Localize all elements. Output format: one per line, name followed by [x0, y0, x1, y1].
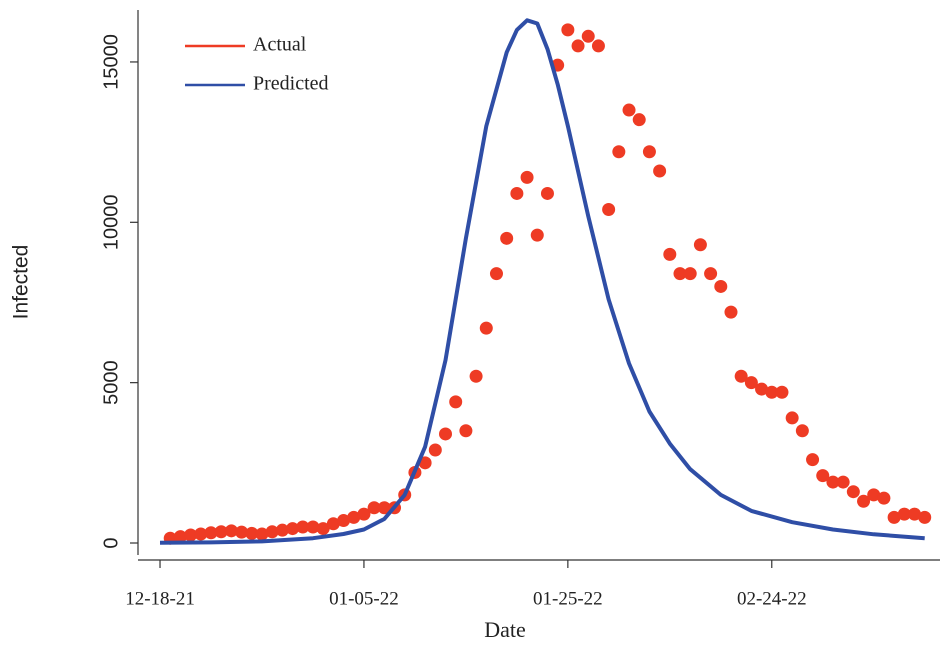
data-point [520, 170, 534, 184]
data-point [306, 520, 320, 534]
data-point [479, 321, 493, 335]
data-point [663, 247, 677, 261]
data-point [897, 507, 911, 521]
data-point [734, 369, 748, 383]
data-point [418, 456, 432, 470]
data-point [795, 424, 809, 438]
data-point [857, 494, 871, 508]
data-point [337, 514, 351, 528]
data-point [326, 517, 340, 531]
data-point [489, 267, 503, 281]
data-point [255, 527, 269, 541]
data-point [449, 395, 463, 409]
legend-label: Predicted [253, 73, 329, 95]
data-point [194, 527, 208, 541]
data-point [296, 520, 310, 534]
data-point [836, 475, 850, 489]
data-point [367, 501, 381, 515]
data-point [877, 491, 891, 505]
data-point [602, 202, 616, 216]
data-point [245, 526, 259, 540]
data-point [275, 523, 289, 537]
data-point [673, 267, 687, 281]
x-tick-label: 01-25-22 [533, 588, 603, 609]
data-point [500, 231, 514, 245]
data-point [887, 510, 901, 524]
data-point [204, 526, 218, 540]
y-tick-label: 5000 [100, 360, 122, 405]
data-point [316, 522, 330, 536]
data-point [235, 525, 249, 539]
data-point [286, 522, 300, 536]
data-point [530, 228, 544, 242]
x-tick-label: 12-18-21 [125, 588, 195, 609]
data-line [159, 18, 925, 545]
data-point [612, 145, 626, 159]
data-point [765, 385, 779, 399]
x-axis-title: Date [484, 617, 526, 642]
data-point [224, 524, 238, 538]
y-axis-title: Infected [10, 245, 33, 320]
data-point [622, 103, 636, 117]
data-point [642, 145, 656, 159]
data-point [683, 267, 697, 281]
data-point [591, 39, 605, 53]
y-tick-label: 0 [100, 537, 122, 548]
data-point [469, 369, 483, 383]
y-tick-label: 15000 [100, 34, 122, 90]
data-point [561, 23, 575, 37]
data-point [439, 427, 453, 441]
data-point [826, 475, 840, 489]
legend-label: Actual [253, 34, 307, 56]
data-point [816, 469, 830, 483]
x-tick-label: 02-24-22 [737, 588, 807, 609]
data-point [459, 424, 473, 438]
x-tick-label: 01-05-22 [329, 588, 399, 609]
data-point [918, 510, 932, 524]
data-point [744, 376, 758, 390]
data-point [693, 238, 707, 252]
data-point [775, 385, 789, 399]
data-point [704, 267, 718, 281]
data-point [571, 39, 585, 53]
data-point [714, 279, 728, 293]
data-point [265, 525, 279, 539]
y-tick-label: 10000 [100, 194, 122, 250]
data-point [785, 411, 799, 425]
data-point [214, 525, 228, 539]
data-point [377, 501, 391, 515]
data-point [724, 305, 738, 319]
data-point [347, 510, 361, 524]
data-point [632, 113, 646, 127]
data-point [510, 186, 524, 200]
data-point [540, 186, 554, 200]
data-point [184, 528, 198, 542]
data-point [581, 29, 595, 43]
data-point [653, 164, 667, 178]
data-point [173, 530, 187, 544]
data-point [428, 443, 442, 457]
data-point [908, 507, 922, 521]
data-point [357, 507, 371, 521]
data-point [806, 453, 820, 467]
data-point [867, 488, 881, 502]
data-point [846, 485, 860, 499]
data-point [755, 382, 769, 396]
